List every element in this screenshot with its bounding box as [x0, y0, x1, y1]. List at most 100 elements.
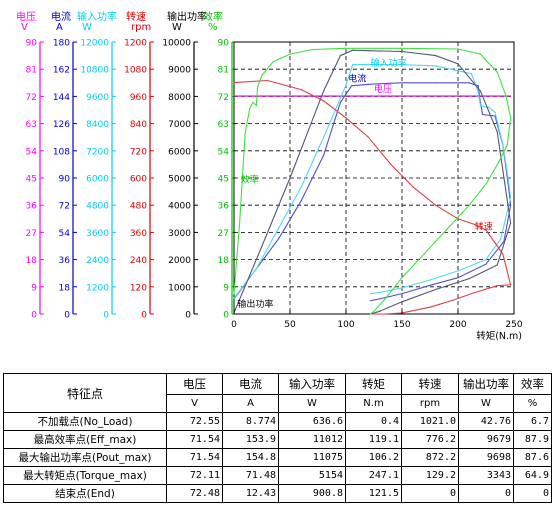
y-tick-label: 1080: [124, 66, 147, 76]
speed-point: [390, 163, 392, 165]
input_power-point: [502, 143, 504, 145]
y-tick-label: 3600: [86, 229, 109, 239]
y-tick-label: 9: [31, 283, 37, 293]
y-tick-label: 0: [223, 311, 229, 321]
speed-point: [429, 306, 431, 308]
speed-point: [474, 291, 476, 294]
y-tick-label: 18: [218, 256, 230, 266]
y-tick-label: 7000: [168, 120, 191, 130]
y-tick-label: 3000: [168, 229, 191, 239]
input_power-point: [379, 291, 381, 294]
current-point: [435, 82, 437, 84]
column-unit: A: [222, 394, 279, 413]
y-tick-label: 600: [130, 175, 147, 185]
y-tick-label: 2000: [168, 256, 191, 266]
voltage-axis-title: 电压: [16, 10, 36, 23]
x-tick-label: 50: [284, 320, 296, 330]
input_power-line: [233, 63, 512, 299]
speed-point: [233, 82, 235, 84]
speed-axis-title: 转速: [126, 10, 146, 23]
y-tick-label: 240: [130, 256, 147, 266]
table-cell: 71.48: [222, 466, 279, 485]
input_power-point: [345, 84, 347, 86]
table-cell: 11075: [278, 448, 346, 467]
y-tick-label: 2400: [86, 256, 109, 266]
input_power-point: [500, 238, 502, 240]
input_power-point: [401, 287, 403, 289]
y-tick-label: 144: [53, 93, 70, 103]
table-row: 结束点(End) 72.48 12.43 900.8 121.5 0 0 0: [3, 484, 552, 503]
input_power-point: [352, 64, 354, 66]
efficiency-point: [239, 222, 241, 224]
output_power-point: [468, 278, 470, 280]
y-tick-label: 9600: [86, 93, 109, 103]
output_power-point: [323, 90, 325, 92]
current-point: [278, 237, 280, 239]
table-cell: 129.2: [401, 466, 459, 485]
y-tick-label: 81: [26, 66, 37, 76]
output_power-point: [401, 50, 403, 53]
y-tick-label: 6000: [168, 147, 191, 157]
table-cell: 121.5: [345, 484, 402, 503]
y-tick-label: 18: [26, 256, 38, 266]
output_power-point: [457, 63, 459, 65]
table-row: 最大转矩点(Torque_max) 72.11 71.48 5154 247.1…: [3, 466, 552, 485]
column-unit: W: [458, 394, 514, 413]
y-tick-label: 72: [26, 93, 37, 103]
input_power-point: [401, 64, 403, 66]
efficiency-point: [233, 293, 235, 295]
y-tick-label: 36: [26, 202, 38, 212]
efficiency-point: [244, 132, 246, 134]
efficiency-point: [423, 253, 425, 255]
current-point: [370, 300, 372, 302]
efficiency-series-label: 效率: [241, 174, 259, 186]
output_power-series-label: 输出功率: [237, 298, 273, 310]
table-row: 最大输出功率点(Pout_max) 71.54 154.8 11075 106.…: [3, 448, 552, 467]
y-tick-label: 108: [53, 147, 70, 157]
output_power-point: [496, 131, 498, 133]
y-tick-label: 4800: [86, 202, 109, 212]
voltage-axis-unit: V: [21, 22, 28, 33]
input_power-point: [470, 73, 472, 75]
column-header: 转矩: [345, 373, 402, 395]
y-tick-label: 0: [141, 311, 147, 321]
efficiency-line: [233, 47, 512, 315]
column-header: 电流: [222, 373, 279, 395]
y-tick-label: 960: [130, 93, 147, 103]
input_power-point: [323, 136, 325, 138]
current-series: 电流: [233, 72, 512, 302]
y-tick-label: 4000: [168, 202, 191, 212]
speed-series-label: 转速: [475, 221, 493, 233]
y-tick-label: 54: [218, 147, 230, 157]
voltage-point: [289, 95, 291, 97]
output_power-point: [479, 90, 481, 92]
y-tick-label: 9000: [168, 66, 191, 76]
speed-point: [457, 218, 459, 220]
speed-point: [496, 285, 498, 287]
output_power-point: [289, 177, 291, 179]
y-tick-label: 63: [218, 120, 229, 130]
efficiency-point: [497, 162, 499, 164]
efficiency-point: [457, 48, 459, 50]
input_power-series: 输入功率: [233, 57, 512, 299]
current-point: [351, 85, 353, 87]
speed-point: [300, 89, 302, 91]
input_power-axis-unit: W: [82, 22, 92, 33]
current-point: [429, 284, 431, 286]
efficiency-point: [446, 228, 448, 230]
voltage-series: 电压: [233, 83, 512, 97]
y-tick-label: 5000: [168, 175, 191, 185]
y-tick-label: 63: [26, 120, 37, 130]
speed-point: [485, 229, 487, 231]
output_power-axis-unit: W: [172, 22, 182, 33]
output_power-point: [435, 55, 437, 57]
efficiency-point: [289, 53, 291, 55]
input_power-axis-title: 输入功率: [77, 10, 117, 23]
x-axis-label: 转矩(N.m): [476, 330, 522, 342]
current-axis: 电流A 0 18 36 54 72 90 108 126 144 162 180: [51, 10, 77, 321]
row-label: 结束点(End): [3, 484, 167, 503]
x-tick-label: 150: [393, 320, 410, 330]
table-cell: 8.774: [222, 412, 279, 431]
column-header: 输入功率: [278, 373, 346, 395]
